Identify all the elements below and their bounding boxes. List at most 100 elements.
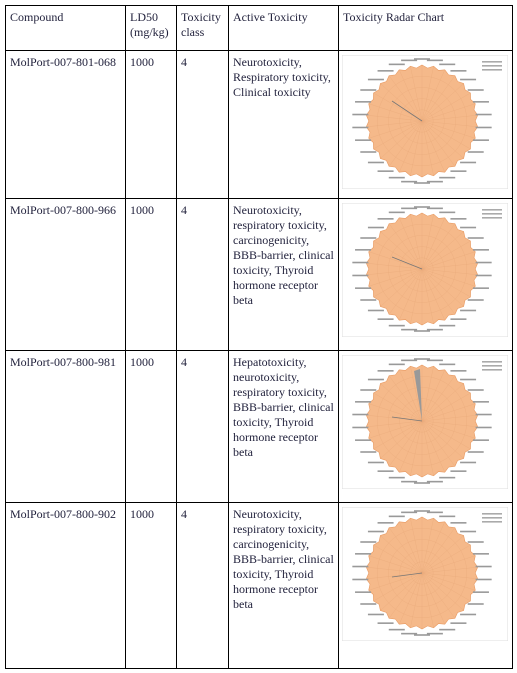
radar-axis-label — [401, 632, 418, 635]
radar-axis-label — [460, 530, 477, 533]
table-cell: MolPort-007-800-966 — [5, 198, 126, 351]
radar-spoke — [421, 120, 456, 167]
radar-spoke — [421, 66, 434, 122]
radar-spoke — [368, 572, 423, 591]
radar-spoke — [410, 66, 423, 122]
radar-axis-label — [355, 591, 372, 593]
radar-active-line — [391, 256, 423, 270]
radar-spoke — [421, 375, 456, 422]
radar-axis-label — [439, 363, 456, 366]
radar-axis-label — [472, 139, 489, 141]
radar-spoke — [421, 262, 478, 270]
radar-axis-label — [414, 330, 430, 332]
radar-axis-label — [360, 89, 377, 91]
table-cell: Neurotoxicity, Respiratory toxicity, Cli… — [228, 50, 339, 199]
radar-spoke — [373, 392, 423, 422]
radar-spoke — [421, 114, 478, 122]
radar-axis-label — [426, 480, 443, 483]
radar-axis-label — [426, 511, 443, 514]
radar-axis-label — [472, 101, 489, 103]
radar-active-area — [414, 369, 422, 421]
radar-axis-label — [360, 603, 377, 605]
radar-spoke — [410, 572, 423, 628]
radar-spoke — [421, 566, 478, 574]
radar-spoke — [373, 420, 423, 450]
radar-spoke — [380, 120, 423, 159]
radar-legend — [482, 369, 502, 371]
radar-axis-label — [414, 206, 430, 208]
radar-spoke — [373, 240, 423, 270]
radar-spoke — [421, 268, 471, 298]
radar-legend — [482, 521, 502, 523]
radar-axis-label — [401, 59, 418, 62]
radar-spoke — [410, 214, 423, 270]
radar-axis-label — [450, 522, 467, 524]
radar-axis-label — [367, 461, 384, 464]
radar-spoke — [421, 555, 476, 574]
table-cell: 1000 — [125, 502, 177, 669]
radar-spoke — [421, 392, 471, 422]
radar-axis-label — [377, 470, 394, 472]
radar-spoke — [373, 92, 423, 122]
radar-spoke — [421, 420, 434, 476]
radar-legend — [482, 61, 502, 63]
radar-axis-label — [467, 451, 484, 453]
radar-spoke — [368, 251, 423, 270]
radar-cell — [338, 50, 513, 199]
radar-spoke — [410, 268, 423, 324]
table-cell: MolPort-007-801-068 — [5, 50, 126, 199]
radar-spoke — [421, 572, 476, 591]
radar-spoke — [388, 572, 423, 619]
radar-axis-label — [439, 628, 456, 631]
radar-axis-label — [426, 59, 443, 62]
radar-axis-label — [388, 515, 405, 518]
radar-spoke — [421, 251, 476, 270]
radar-axis-label — [352, 426, 369, 429]
radar-axis-label — [467, 89, 484, 91]
radar-spoke — [410, 366, 423, 422]
radar-spoke — [421, 527, 456, 574]
radar-spoke — [421, 120, 445, 173]
radar-axis-label — [355, 439, 372, 441]
radar-spoke — [421, 521, 445, 574]
radar-cell — [338, 502, 513, 669]
radar-axis-label — [450, 318, 467, 320]
radar-image — [342, 203, 508, 337]
radar-axis-label — [355, 553, 372, 555]
radar-spoke — [366, 114, 423, 122]
radar-axis-label — [467, 151, 484, 153]
header-cell: Toxicity Radar Chart — [338, 5, 513, 51]
radar-image — [342, 507, 508, 641]
radar-spoke — [421, 103, 476, 122]
radar-spoke — [399, 268, 423, 321]
radar-spoke — [399, 572, 423, 625]
radar-axis-label — [352, 126, 369, 129]
radar-axis-label — [475, 274, 492, 277]
radar-spoke — [399, 120, 423, 173]
radar-spoke — [421, 572, 464, 611]
radar-axis-label — [388, 628, 405, 631]
radar-spoke — [421, 572, 434, 628]
radar-axis-label — [352, 113, 369, 116]
radar-axis-label — [460, 161, 477, 164]
radar-axis-label — [475, 426, 492, 429]
radar-spoke — [373, 544, 423, 574]
radar-cell — [338, 350, 513, 503]
radar-axis-label — [355, 287, 372, 289]
radar-spoke — [373, 572, 423, 602]
radar-axis-label — [472, 401, 489, 403]
radar-spoke — [421, 544, 471, 574]
radar-axis-label — [367, 378, 384, 381]
table-body: MolPort-007-801-068 1000 4 Neurotoxicity, R… — [5, 50, 513, 669]
radar-axis-label — [377, 170, 394, 172]
radar-axis-label — [377, 370, 394, 372]
radar-axis-label — [475, 565, 492, 568]
table-cell: 1000 — [125, 198, 177, 351]
radar-axis-label — [467, 541, 484, 543]
radar-spoke — [366, 268, 423, 276]
radar-spoke — [368, 268, 423, 287]
header-cell: Compound — [5, 5, 126, 51]
radar-spoke — [373, 120, 423, 150]
radar-axis-label — [460, 226, 477, 229]
radar-axis-label — [355, 139, 372, 141]
